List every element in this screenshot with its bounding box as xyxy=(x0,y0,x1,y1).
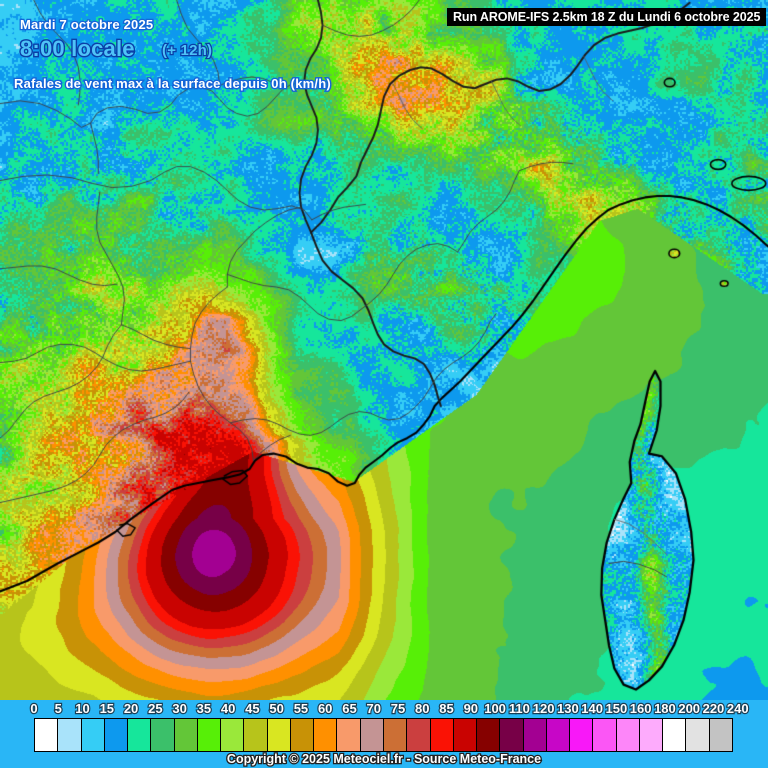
legend-tick: 55 xyxy=(292,700,309,717)
legend-tick: 50 xyxy=(268,700,285,717)
legend-tick: 85 xyxy=(438,700,455,717)
legend-swatch xyxy=(103,718,129,752)
color-scale-legend: 0 5 10 15 20 25 30 35 40 45 50 55 60 65 70 75 80 85 90 100 1… xyxy=(0,700,768,768)
legend-swatch xyxy=(499,718,524,752)
legend-swatch xyxy=(685,718,710,752)
legend-swatch xyxy=(429,718,454,752)
parameter-label: Rafales de vent max à la surface depuis … xyxy=(13,75,332,93)
legend-swatch xyxy=(34,718,59,752)
legend-tick: 5 xyxy=(53,700,63,717)
legend-tick-labels: 0 5 10 15 20 25 30 35 40 45 50 55 60 65 70 75 80 85 90 100 1… xyxy=(0,700,768,720)
legend-tick: 140 xyxy=(580,700,604,717)
legend-tick: 15 xyxy=(98,700,115,717)
legend-tick: 100 xyxy=(483,700,507,717)
legend-swatch xyxy=(592,718,617,752)
legend-tick: 120 xyxy=(532,700,556,717)
valid-time-label: 8:00 locale xyxy=(19,35,136,63)
legend-tick: 25 xyxy=(147,700,164,717)
legend-tick: 200 xyxy=(677,700,701,717)
legend-swatch xyxy=(127,718,152,752)
legend-tick: 70 xyxy=(365,700,382,717)
legend-swatch xyxy=(243,718,268,752)
legend-tick: 65 xyxy=(341,700,358,717)
legend-swatch xyxy=(406,718,431,752)
forecast-offset-label: (+ 12h) xyxy=(161,41,214,61)
legend-tick: 130 xyxy=(556,700,580,717)
legend-swatch xyxy=(289,718,315,752)
legend-tick: 150 xyxy=(604,700,628,717)
wind-gust-map[interactable] xyxy=(0,0,768,700)
legend-swatch xyxy=(80,718,105,752)
legend-swatch xyxy=(336,718,361,752)
legend-swatch xyxy=(313,718,338,752)
legend-tick: 220 xyxy=(701,700,725,717)
legend-tick: 35 xyxy=(195,700,212,717)
legend-swatch xyxy=(569,718,594,752)
legend-tick: 0 xyxy=(29,700,39,717)
legend-swatch xyxy=(638,718,664,752)
legend-swatch xyxy=(196,718,222,752)
legend-tick: 45 xyxy=(244,700,261,717)
legend-tick: 10 xyxy=(74,700,91,717)
valid-date-label: Mardi 7 octobre 2025 xyxy=(19,16,155,34)
legend-tick: 40 xyxy=(220,700,237,717)
legend-swatch xyxy=(545,718,571,752)
legend-swatch xyxy=(662,718,687,752)
legend-swatch xyxy=(220,718,245,752)
copyright-label: Copyright © 2025 Meteociel.fr - Source M… xyxy=(226,751,543,768)
legend-swatch xyxy=(359,718,384,752)
legend-swatch xyxy=(173,718,198,752)
legend-swatch xyxy=(57,718,82,752)
legend-tick: 110 xyxy=(508,700,531,717)
legend-swatch xyxy=(476,718,501,752)
legend-swatch xyxy=(615,718,640,752)
legend-swatch xyxy=(266,718,291,752)
legend-tick: 90 xyxy=(462,700,479,717)
legend-swatch xyxy=(452,718,478,752)
legend-color-bar xyxy=(34,718,762,752)
legend-tick: 75 xyxy=(390,700,407,717)
legend-tick: 160 xyxy=(629,700,653,717)
legend-tick: 20 xyxy=(123,700,140,717)
model-run-banner: Run AROME-IFS 2.5km 18 Z du Lundi 6 octo… xyxy=(447,8,767,26)
legend-tick: 180 xyxy=(653,700,677,717)
legend-swatch xyxy=(382,718,408,752)
legend-tick: 60 xyxy=(317,700,334,717)
legend-tick: 240 xyxy=(726,700,750,717)
legend-swatch xyxy=(150,718,175,752)
legend-swatch xyxy=(522,718,547,752)
legend-tick: 30 xyxy=(171,700,188,717)
legend-tick: 80 xyxy=(414,700,431,717)
legend-swatch xyxy=(708,718,733,752)
